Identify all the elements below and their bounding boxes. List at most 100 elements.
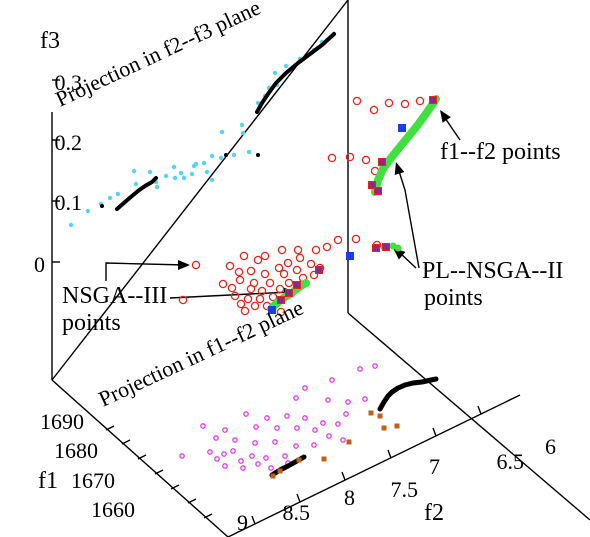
f2-tick	[341, 471, 346, 481]
f1f2-projection-square	[381, 425, 387, 431]
f1f2-projection-square	[277, 468, 283, 474]
f1f2-projection-point	[274, 425, 280, 431]
f2-tick	[387, 449, 392, 459]
f1f2-projection-point	[357, 366, 363, 372]
purple-square-point	[293, 281, 301, 289]
nsga3-point	[293, 245, 303, 255]
f1f2-projection-point	[302, 385, 308, 391]
f1f2-projection-point	[372, 363, 378, 369]
f1f2-projection-point	[222, 463, 228, 469]
f2f3-projection-point	[272, 70, 278, 76]
f2-tick-label: 7	[429, 454, 440, 479]
f1-tick-label: 1690	[40, 409, 84, 434]
f1f2-projection-point	[335, 421, 341, 427]
nsga3-point	[246, 266, 256, 276]
f1f2-projection-point	[362, 396, 368, 402]
purple-square-point	[368, 181, 376, 189]
plnsga-arrow-upper	[397, 167, 420, 269]
f2f3-projection-point	[154, 184, 160, 190]
purple-square-point	[285, 289, 293, 297]
f2f3-projection-point	[231, 152, 237, 158]
f1f2-projection-point	[207, 449, 213, 455]
nsga3-point	[361, 155, 371, 165]
f1f2-projection-point	[200, 423, 206, 429]
data-marks	[68, 31, 440, 479]
f1f2-projection-point	[293, 395, 299, 401]
plnsga2-curve	[371, 95, 440, 196]
purple-square-point	[429, 96, 437, 104]
f3-tick-label: 0.1	[55, 190, 83, 215]
f1-tick-label: 1660	[91, 497, 135, 522]
nsga3-point	[306, 259, 316, 269]
f1f2-points-label: f1--f2 points	[440, 139, 561, 165]
f1f2-projection-point	[264, 415, 270, 421]
f2f3-projection-point	[100, 204, 104, 208]
nsga3-point	[243, 294, 253, 304]
nsga3-point	[352, 96, 362, 106]
f1f2-projection-point	[230, 448, 236, 454]
f1f2-projection-square	[346, 439, 352, 445]
nsga3-point	[240, 306, 250, 316]
f1f2-projection-point	[345, 399, 351, 405]
f1f2-projection-square	[321, 456, 327, 462]
f1f2-arrow	[444, 117, 461, 141]
f1-tick	[170, 484, 180, 490]
f1-tick	[121, 439, 131, 445]
purple-square-point	[382, 243, 390, 251]
f1f2-projection-point	[325, 397, 331, 403]
nsga3-point	[415, 96, 425, 106]
f1f2-projection-point	[272, 439, 278, 445]
nsga3-point	[234, 267, 244, 277]
nsga3-point	[279, 269, 289, 279]
f3-tick-label: 0.3	[55, 70, 83, 95]
f2f3-projection-point	[240, 130, 246, 136]
f1f2-projection-point	[293, 443, 299, 449]
plnsga-label-line2: points	[424, 285, 483, 311]
f2-tick	[296, 493, 301, 503]
f1f2-projection-point	[252, 440, 258, 446]
f1f2-projection-point	[255, 461, 261, 467]
f2-tick	[432, 427, 437, 437]
f1f2-projection-point	[238, 458, 244, 464]
nsga3-point	[255, 294, 265, 304]
nsga3-point	[275, 284, 285, 294]
f2f3-projection-point	[283, 63, 289, 69]
f2f3-projection-point	[171, 164, 177, 170]
f2f3-projection-point	[255, 100, 261, 106]
f1f2-projection-square	[377, 413, 383, 419]
nsga3-point	[191, 260, 201, 270]
f2-tick-label: 6.5	[497, 449, 525, 474]
f1f2-projection-point	[232, 437, 238, 443]
blue-square-point	[398, 124, 406, 132]
projection-f1f2-label: Projection in f1--f2 plane	[95, 295, 308, 412]
f1f2-projection-point	[268, 465, 274, 471]
nsga3-point	[284, 278, 294, 288]
nsga3-point	[225, 261, 235, 271]
f1f2-projection-point	[311, 442, 317, 448]
f1f2-projection-point	[243, 411, 249, 417]
nsga3-label-line1: NSGA--III	[62, 283, 167, 309]
f2f3-projection-point	[163, 173, 169, 179]
f1f2-projection-point	[221, 451, 227, 457]
f1f2-projection-point	[263, 455, 269, 461]
f2-tick	[251, 515, 256, 525]
f2f3-projection-curve	[115, 176, 158, 211]
f2-tick-label: 8	[344, 485, 355, 510]
f1f2-projection-point	[329, 377, 335, 383]
f2f3-projection-point	[219, 129, 225, 135]
nsga3-point	[260, 251, 270, 261]
f2-tick-label: 9	[237, 510, 248, 535]
f1f2-projection-curve	[377, 376, 439, 412]
f2f3-projection-point	[204, 169, 210, 175]
nsga3-point	[178, 295, 188, 305]
f3-tick-label: 0	[34, 252, 45, 277]
f2-axis-label: f2	[424, 500, 444, 526]
f2f3-projection-point	[172, 175, 178, 181]
nsga3-point	[265, 278, 275, 288]
f2f3-projection-point	[107, 195, 113, 201]
f1f2-projection-point	[249, 453, 255, 459]
f1-tick	[203, 513, 213, 519]
f1-axis-label: f1	[38, 468, 58, 494]
f2-tick-label: 7.5	[391, 477, 419, 502]
